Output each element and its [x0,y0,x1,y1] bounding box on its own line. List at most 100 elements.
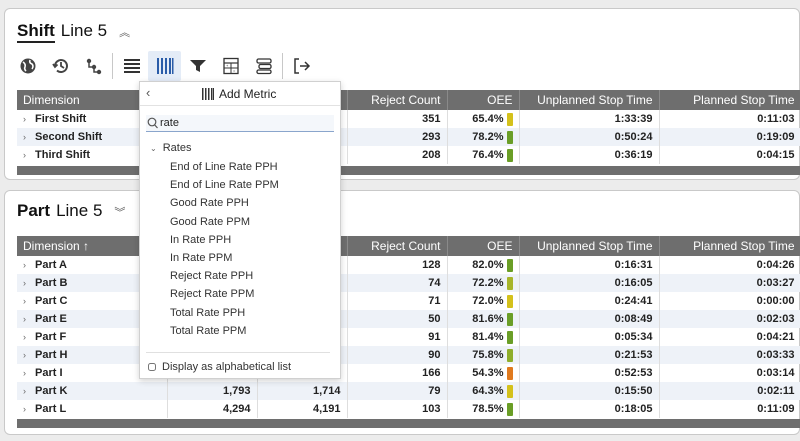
column-header-planned-stop[interactable]: Planned Stop Time [659,90,800,110]
row-dimension[interactable]: › Part A [17,256,168,274]
rows-icon[interactable] [115,51,148,81]
svg-text:=: = [233,68,236,73]
metric-list-item[interactable]: End of Line Rate PPH [170,161,278,173]
toolbar: + = [11,51,318,81]
alphabetical-checkbox[interactable] [148,363,156,371]
part-title-main[interactable]: Part [17,201,51,220]
expand-caret-icon[interactable]: › [23,368,26,378]
table-row[interactable]: › Part H 90 75.8% 0:21:53 0:03:33 [17,346,800,364]
cell-oee: 81.6% [447,310,520,328]
cell-oee: 72.2% [447,274,520,292]
expand-chevron-icon[interactable]: ︾ [114,207,126,219]
filter-icon[interactable] [181,51,214,81]
cell-unplanned-stop: 0:08:49 [519,310,660,328]
cell-oee: 76.4% [447,146,520,164]
part-title-sub: Line 5 [56,201,103,220]
expand-caret-icon[interactable]: › [23,132,26,142]
column-header-dimension[interactable]: Dimension ↑ [17,236,168,256]
table-row[interactable]: › Part A 128 82.0% 0:16:31 0:04:26 [17,256,800,274]
metric-list-item[interactable]: Reject Rate PPH [170,270,254,283]
row-dimension[interactable]: › Part K [17,382,168,400]
cell-unplanned-stop: 0:50:24 [519,128,660,146]
cell-reject-count: 50 [347,310,448,328]
cell-planned-stop: 0:11:09 [659,400,800,418]
row-dimension[interactable]: › Part C [17,292,168,310]
row-dimension[interactable]: › Second Shift [17,128,168,146]
oee-value: 78.2% [472,131,504,143]
table-row[interactable]: › Part I 166 54.3% 0:52:53 0:03:14 [17,364,800,382]
history-icon[interactable] [44,51,77,81]
metric-list-item[interactable]: In Rate PPM [170,251,233,264]
popup-title-text: Add Metric [219,87,277,101]
table-row[interactable]: › Part C 71 72.0% 0:24:41 0:00:00 [17,292,800,310]
row-dimension[interactable]: › First Shift [17,110,168,128]
row-dimension[interactable]: › Part I [17,364,168,382]
table-row[interactable]: › Part B 74 72.2% 0:16:05 0:03:27 [17,274,800,292]
column-header-unplanned-stop[interactable]: Unplanned Stop Time [519,236,660,256]
row-label: Third Shift [35,149,90,161]
metric-list-item[interactable]: Good Rate PPM [170,215,251,228]
table-row[interactable]: › First Shift 351 65.4% 1:33:39 0:11:03 [17,110,800,128]
expand-caret-icon[interactable]: › [23,314,26,324]
row-dimension[interactable]: › Part L [17,400,168,418]
alphabetical-toggle[interactable]: Display as alphabetical list [148,361,291,373]
column-header-oee[interactable]: OEE [447,90,520,110]
table-row[interactable]: › Part L 4,294 4,191 103 78.5% 0:18:05 0:11:09 [17,400,800,418]
cell-planned-stop: 0:03:33 [659,346,800,364]
column-header-reject-count[interactable]: Reject Count [347,90,448,110]
row-label: First Shift [35,113,87,125]
row-dimension[interactable]: › Part H [17,346,168,364]
expand-caret-icon[interactable]: › [23,296,26,306]
table-header-row: Dimension ↑ Reject Count OEE Unplanned S… [17,236,800,256]
metric-group-label: Rates [162,142,192,154]
column-header-oee[interactable]: OEE [447,236,520,256]
column-header-reject-count[interactable]: Reject Count [347,236,448,256]
row-label: Part I [35,367,63,379]
table-row[interactable]: › Third Shift 208 76.4% 0:36:19 0:04:15 [17,146,800,164]
hierarchy-icon[interactable] [77,51,110,81]
row-dimension[interactable]: › Part B [17,274,168,292]
metric-group-rates[interactable]: ⌄ Rates [150,142,191,154]
popup-title: Add Metric [202,87,276,101]
metric-search-input[interactable] [160,117,320,129]
row-dimension[interactable]: › Part F [17,328,168,346]
metric-list-item[interactable]: Total Rate PPM [170,324,247,337]
metric-list-item[interactable]: Total Rate PPH [170,306,246,319]
expand-caret-icon[interactable]: › [23,150,26,160]
table-row[interactable]: › Part E 50 81.6% 0:08:49 0:02:03 [17,310,800,328]
globe-icon[interactable] [11,51,44,81]
expand-caret-icon[interactable]: › [23,332,26,342]
expand-caret-icon[interactable]: › [23,260,26,270]
group-icon[interactable] [247,51,280,81]
shift-title-main[interactable]: Shift [17,21,55,43]
expand-caret-icon[interactable]: › [23,386,26,396]
export-icon[interactable] [285,51,318,81]
column-header-unplanned-stop[interactable]: Unplanned Stop Time [519,90,660,110]
table-row[interactable]: › Part F 91 81.4% 0:05:34 0:04:21 [17,328,800,346]
column-header-planned-stop[interactable]: Planned Stop Time [659,236,800,256]
column-header-dimension[interactable]: Dimension [17,90,168,110]
oee-indicator [506,312,513,326]
columns-icon[interactable] [148,51,181,81]
metric-list-item[interactable]: Reject Rate PPM [170,288,255,301]
metric-list-item[interactable]: End of Line Rate PPM [170,179,279,192]
table-row[interactable]: › Second Shift 293 78.2% 0:50:24 0:19:09 [17,128,800,146]
cell-reject-count: 293 [347,128,448,146]
search-icon [147,117,158,129]
back-chevron-icon[interactable]: ‹ [146,85,151,100]
table-row[interactable]: › Part K 1,793 1,714 79 64.3% 0:15:50 0:02:11 [17,382,800,400]
table-footer-bar [17,419,800,428]
expand-caret-icon[interactable]: › [23,114,26,124]
chevron-down-icon: ⌄ [150,143,157,153]
expand-caret-icon[interactable]: › [23,404,26,414]
metric-list-item[interactable]: Good Rate PPH [170,197,249,210]
expand-caret-icon[interactable]: › [23,350,26,360]
collapse-chevron-icon[interactable]: ︽ [119,27,131,39]
row-dimension[interactable]: › Part E [17,310,168,328]
metric-list-item[interactable]: In Rate PPH [170,233,232,246]
cell-value: 1,793 [167,382,258,400]
alphabetical-label: Display as alphabetical list [162,361,292,373]
calculator-icon[interactable]: + = [214,51,247,81]
expand-caret-icon[interactable]: › [23,278,26,288]
cell-reject-count: 128 [347,256,448,274]
